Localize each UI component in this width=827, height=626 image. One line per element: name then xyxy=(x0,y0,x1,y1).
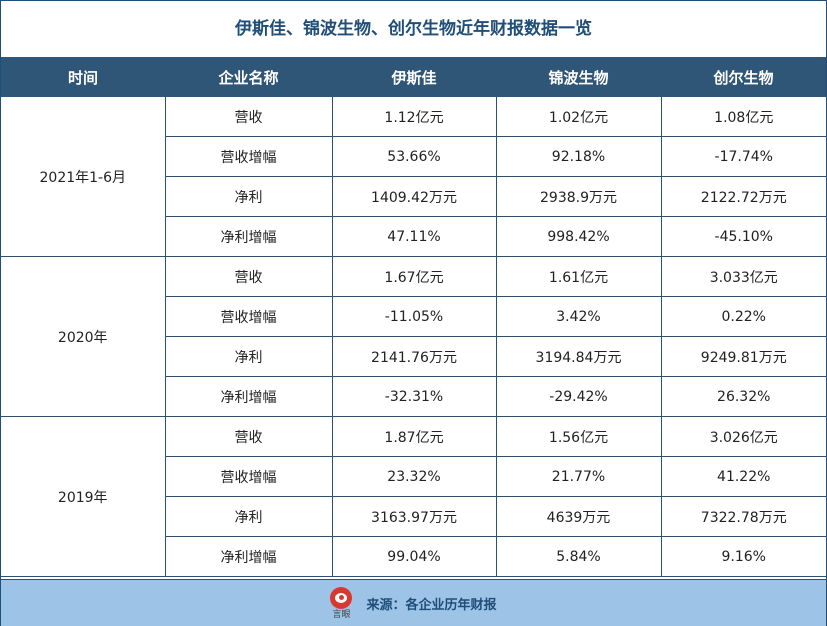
value-cell: 92.18% xyxy=(495,136,662,177)
page-title: 伊斯佳、锦波生物、创尔生物近年财报数据一览 xyxy=(235,19,592,39)
value-cell: 1.56亿元 xyxy=(495,416,662,457)
value-cell: 53.66% xyxy=(331,136,497,177)
metric-cell: 净利增幅 xyxy=(165,216,333,257)
value-cell: 5.84% xyxy=(495,536,662,577)
value-cell: 3.033亿元 xyxy=(660,256,826,297)
metric-cell: 净利 xyxy=(165,336,333,377)
value-cell: 21.77% xyxy=(495,456,662,497)
table-row: 净利增幅 99.04% 5.84% 9.16% xyxy=(1,536,826,577)
value-cell: 1.08亿元 xyxy=(660,97,826,137)
header-company-3: 创尔生物 xyxy=(661,57,826,97)
value-cell: 3.42% xyxy=(495,296,662,337)
metric-cell: 营收 xyxy=(164,256,333,297)
table-row: 2020年 营收 1.67亿元 1.61亿元 3.033亿元 xyxy=(1,256,826,417)
value-cell: 2938.9万元 xyxy=(495,176,662,217)
value-cell: 3.026亿元 xyxy=(660,416,826,457)
metric-cell: 净利 xyxy=(165,496,333,537)
eye-logo-icon xyxy=(330,587,353,609)
metric-cell: 净利 xyxy=(165,176,333,217)
value-cell: 9249.81万元 xyxy=(660,336,826,377)
logo-text: 言眼 xyxy=(332,610,351,620)
value-cell: 1.12亿元 xyxy=(331,97,497,137)
value-cell: 3163.97万元 xyxy=(331,496,497,537)
value-cell: 1409.42万元 xyxy=(331,176,497,217)
header-period: 时间 xyxy=(1,57,165,97)
source-note: 来源：各企业历年财报 xyxy=(366,597,497,613)
metric-cell: 营收增幅 xyxy=(165,456,333,497)
value-cell: -29.42% xyxy=(495,376,662,417)
value-cell: -11.05% xyxy=(331,296,497,337)
value-cell: 99.04% xyxy=(331,536,497,577)
value-cell: 9.16% xyxy=(660,536,826,577)
metric-cell: 营收增幅 xyxy=(165,296,333,337)
table-row: 净利 3163.97万元 4639万元 7322.78万元 xyxy=(1,496,826,537)
table-header-row: 时间 企业名称 伊斯佳 锦波生物 创尔生物 xyxy=(1,57,826,97)
value-cell: 41.22% xyxy=(660,456,826,497)
table-row: 净利增幅 47.11% 998.42% -45.10% xyxy=(1,216,826,257)
table-row: 营收增幅 -11.05% 3.42% 0.22% xyxy=(1,296,826,337)
value-cell: -32.31% xyxy=(331,376,497,417)
value-cell: 7322.78万元 xyxy=(660,496,826,537)
value-cell: -45.10% xyxy=(660,216,826,257)
value-cell: 1.02亿元 xyxy=(495,97,662,137)
value-cell: 998.42% xyxy=(495,216,662,257)
metric-cell: 营收增幅 xyxy=(165,136,333,177)
value-cell: 2141.76万元 xyxy=(331,336,497,377)
value-cell: 4639万元 xyxy=(495,496,662,537)
financial-table: 时间 企业名称 伊斯佳 锦波生物 创尔生物 2021年1-6月 营收 1.12亿元 1… xyxy=(1,57,826,577)
table-row: 2019年 营收 1.87亿元 1.56亿元 3.026亿元 xyxy=(1,416,826,577)
value-cell: 23.32% xyxy=(331,456,497,497)
header-metric: 企业名称 xyxy=(165,57,332,97)
table-row: 净利 2141.76万元 3194.84万元 9249.81万元 xyxy=(1,336,826,377)
value-cell: 1.67亿元 xyxy=(331,256,497,297)
brand-logo: 言眼 xyxy=(330,587,353,621)
value-cell: 3194.84万元 xyxy=(495,336,662,377)
header-company-2: 锦波生物 xyxy=(496,57,661,97)
period-cell: 2019年 xyxy=(1,416,166,577)
value-cell: 1.87亿元 xyxy=(331,416,497,457)
header-company-1: 伊斯佳 xyxy=(332,57,496,97)
value-cell: -17.74% xyxy=(660,136,826,177)
value-cell: 2122.72万元 xyxy=(660,176,826,217)
metric-cell: 净利增幅 xyxy=(165,376,333,417)
value-cell: 26.32% xyxy=(660,376,826,417)
period-cell: 2021年1-6月 xyxy=(1,97,166,257)
value-cell: 1.61亿元 xyxy=(495,256,662,297)
table-row: 净利 1409.42万元 2938.9万元 2122.72万元 xyxy=(1,176,826,217)
table-body: 2021年1-6月 营收 1.12亿元 1.02亿元 1.08亿元 营收增幅 53.66% 9… xyxy=(1,97,826,577)
period-cell: 2020年 xyxy=(1,256,166,417)
value-cell: 0.22% xyxy=(660,296,826,337)
value-cell: 47.11% xyxy=(331,216,497,257)
table-row: 2021年1-6月 营收 1.12亿元 1.02亿元 1.08亿元 xyxy=(1,97,826,257)
metric-cell: 营收 xyxy=(164,416,333,457)
metric-cell: 营收 xyxy=(164,97,333,137)
metric-cell: 净利增幅 xyxy=(165,536,333,577)
footer-bar: 言眼 来源：各企业历年财报 xyxy=(1,579,826,626)
